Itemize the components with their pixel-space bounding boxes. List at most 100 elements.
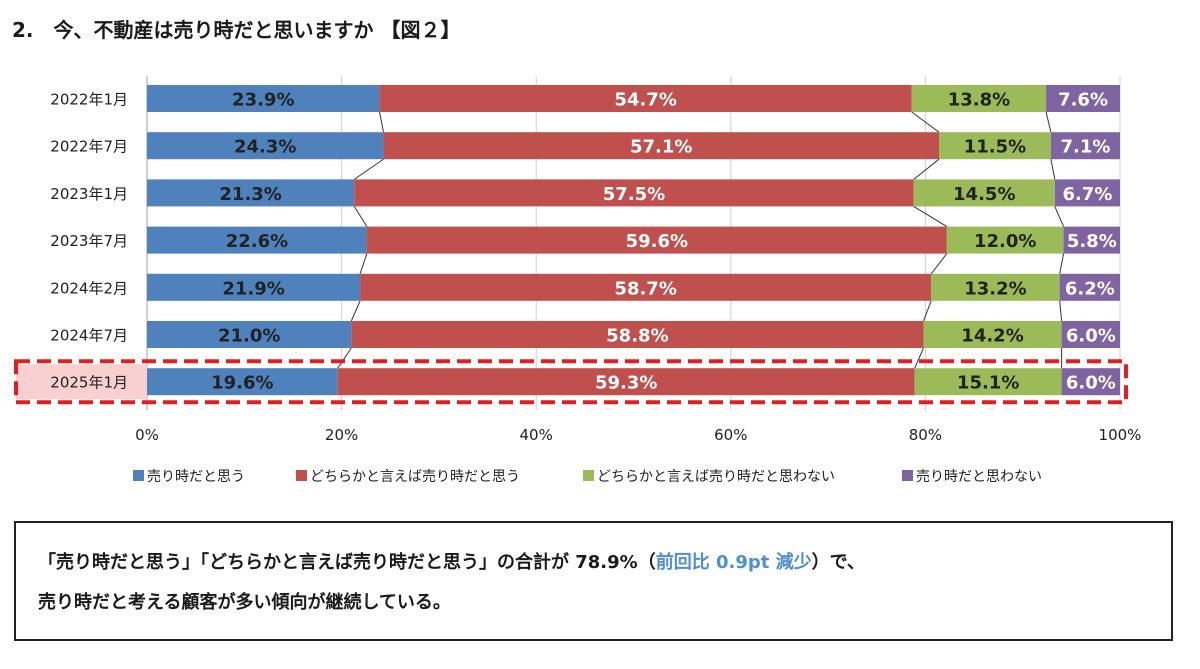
category-label: 2022年1月 (50, 91, 128, 109)
bar-data-label: 7.6% (1058, 90, 1108, 111)
legend-swatch (296, 470, 307, 481)
series-connector-line (337, 347, 352, 369)
bar-segment (1050, 132, 1120, 160)
bar-segment (923, 321, 1062, 348)
bar-data-label: 19.6% (211, 373, 273, 394)
bar-data-label: 15.1% (957, 373, 1019, 394)
series-connector-line (1059, 300, 1063, 322)
bar-data-label: 6.0% (1066, 373, 1116, 394)
bar-segment (1059, 273, 1120, 301)
category-label: 2022年7月 (50, 138, 128, 156)
x-tick-label: 40% (520, 426, 553, 444)
category-label: 2023年7月 (50, 232, 128, 250)
legend-label: 売り時だと思わない (916, 469, 1042, 485)
bar-segment (147, 368, 338, 396)
bar-segment (337, 368, 915, 396)
legend-label: 売り時だと思う (147, 469, 245, 485)
bar-data-label: 13.8% (948, 90, 1010, 111)
bar-data-label: 59.6% (626, 231, 688, 252)
bar-data-label: 5.8% (1067, 231, 1117, 252)
series-connector-line (914, 347, 924, 369)
legend-label: どちらかと言えば売り時だと思う (310, 469, 520, 485)
x-tick-label: 100% (1099, 426, 1142, 444)
bar-data-label: 11.5% (964, 137, 1026, 158)
summary-line-1-pre: 「売り時だと思う」「どちらかと言えば売り時だと思う」の合計が 78.9%（ (38, 552, 656, 573)
bar-segment (366, 226, 947, 254)
series-connector-line (913, 158, 940, 180)
series-connector-line (353, 206, 368, 227)
bar-data-label: 6.2% (1065, 278, 1115, 299)
x-tick-label: 20% (325, 426, 358, 444)
category-label: 2024年2月 (50, 279, 128, 297)
x-tick-label: 0% (135, 426, 159, 444)
x-tick-label: 80% (909, 426, 942, 444)
bar-segment (354, 179, 914, 207)
series-connector-line (379, 111, 384, 133)
series-connector-line (1050, 159, 1056, 180)
category-label: 2024年7月 (50, 327, 128, 345)
series-connector-line (1054, 206, 1065, 227)
bar-segment (1063, 226, 1120, 254)
summary-line-2: 売り時だと考える顧客が多い傾向が継続している。 (38, 592, 451, 613)
bar-segment (147, 273, 361, 301)
bar-segment (939, 132, 1051, 160)
summary-accent-text: 前回比 0.9pt 減少 (655, 552, 812, 573)
bar-data-label: 57.5% (603, 184, 665, 205)
category-label: 2025年1月 (50, 374, 128, 392)
bar-data-label: 57.1% (630, 137, 692, 158)
bar-segment (1054, 179, 1120, 207)
summary-line-1: 「売り時だと思う」「どちらかと言えば売り時だと思う」の合計が 78.9%（前回比… (38, 543, 1151, 583)
bar-data-label: 12.0% (974, 231, 1036, 252)
page-title: 2. 今、不動産は売り時だと思いますか 【図２】 (12, 18, 461, 42)
bar-data-label: 22.6% (226, 231, 288, 252)
bar-segment (383, 132, 940, 160)
series-connector-line (930, 253, 948, 275)
x-tick-label: 60% (714, 426, 747, 444)
bar-segment (147, 179, 355, 207)
bar-segment (147, 85, 380, 112)
bar-segment (147, 132, 384, 160)
bar-segment (1046, 85, 1120, 112)
series-connector-line (911, 111, 940, 133)
bar-segment (946, 226, 1064, 254)
summary-box: 「売り時だと思う」「どちらかと言えば売り時だと思う」の合計が 78.9%（前回比… (14, 521, 1173, 641)
legend-swatch (583, 470, 594, 481)
bar-data-label: 54.7% (614, 90, 676, 111)
bar-segment (931, 273, 1060, 301)
bar-segment (913, 179, 1055, 207)
bar-data-label: 21.0% (218, 326, 280, 347)
highlight-label-background (16, 364, 147, 400)
bar-data-label: 14.5% (953, 184, 1015, 205)
bar-data-label: 59.3% (595, 373, 657, 394)
series-connector-line (359, 253, 368, 274)
bar-data-label: 14.2% (961, 326, 1023, 347)
bar-data-label: 58.8% (606, 326, 668, 347)
bar-segment (351, 321, 924, 348)
category-label: 2023年1月 (50, 185, 128, 203)
series-connector-line (353, 158, 384, 180)
bar-segment (1061, 368, 1120, 396)
legend-label: どちらかと言えば売り時だと思わない (597, 469, 835, 485)
series-connector-line (1045, 111, 1052, 133)
series-connector-line (350, 300, 361, 322)
bar-segment (1061, 321, 1120, 348)
series-connector-line (1059, 253, 1065, 274)
bar-data-label: 21.9% (222, 278, 284, 299)
bar-segment (360, 273, 932, 301)
highlight-dashed-box (14, 359, 1128, 405)
bar-segment (147, 226, 367, 254)
bar-segment (914, 368, 1062, 396)
bar-data-label: 23.9% (232, 90, 294, 111)
bar-data-label: 24.3% (234, 137, 296, 158)
bar-data-label: 6.7% (1062, 184, 1112, 205)
legend-swatch (133, 470, 144, 481)
bar-data-label: 21.3% (219, 184, 281, 205)
bar-data-label: 6.0% (1066, 326, 1116, 347)
series-connector-line (913, 205, 948, 228)
bar-data-label: 13.2% (964, 278, 1026, 299)
bar-segment (911, 85, 1047, 112)
bar-data-label: 7.1% (1060, 137, 1110, 158)
bar-segment (379, 85, 912, 112)
series-connector-line (922, 300, 932, 322)
